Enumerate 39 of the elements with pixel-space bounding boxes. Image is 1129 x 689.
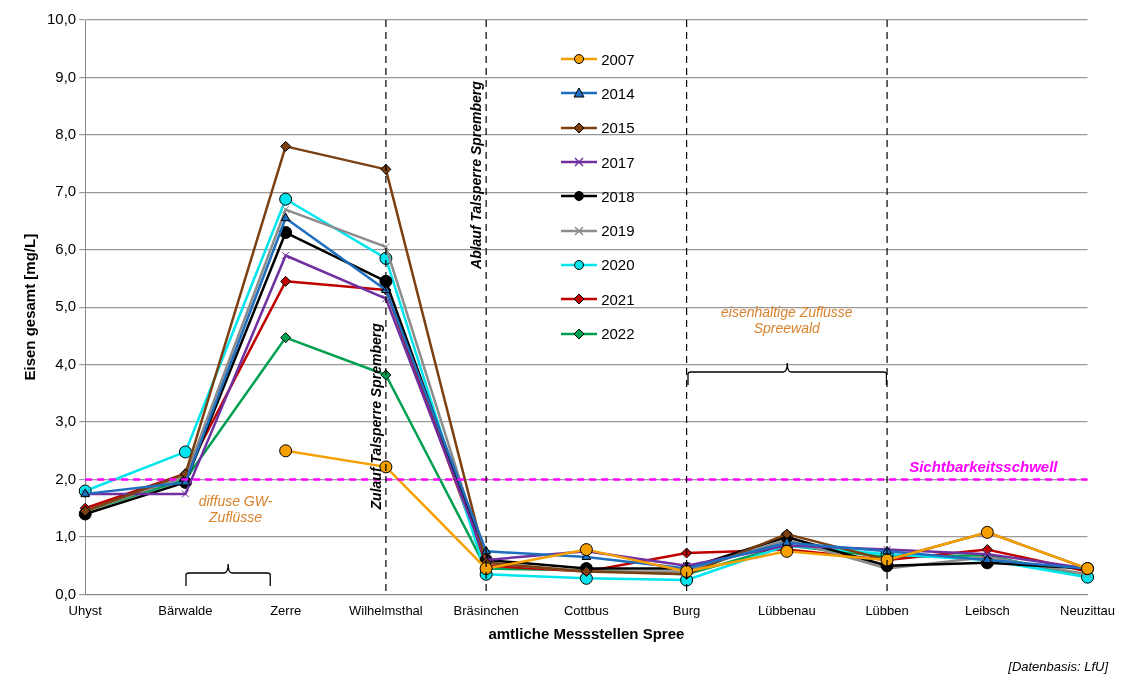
y-tick-label: 8,0 [55,125,77,143]
legend-label: 2019 [601,222,635,240]
legend-label: 2020 [601,256,635,274]
y-tick-label: 7,0 [55,182,77,200]
x-tick-label: Zerre [270,602,302,618]
y-tick-label: 2,0 [55,469,77,487]
x-tick-label: Leibsch [964,602,1010,618]
y-tick-label: 5,0 [55,297,77,315]
annotation: diffuse GW-Zuflüsse [197,493,274,526]
x-tick-label: Cottbus [563,602,610,618]
x-tick-label: Wilhelmsthal [349,602,423,618]
y-tick-label: 6,0 [55,239,77,257]
x-tick-label: Lübben [865,602,909,618]
x-tick-label: Neuzittau [1060,602,1115,618]
legend-label: 2018 [601,187,635,205]
legend-label: 2014 [601,84,635,102]
x-tick-label: Lübbenau [757,602,816,618]
x-tick-label: Bräsinchen [453,602,519,618]
ref-line-label: Zulauf Talsperre Spremberg [367,322,384,511]
ref-line-label: Ablauf Talsperre Spremberg [467,80,484,270]
ref-line-label: Sichtbarkeitsschwell [909,458,1059,476]
legend-label: 2021 [601,290,635,308]
y-tick-label: 1,0 [55,527,77,545]
legend-label: 2007 [601,50,635,68]
legend-label: 2015 [601,119,635,137]
x-tick-label: Uhyst [68,602,103,618]
y-axis-title: Eisen gesamt [mg/L] [21,233,39,381]
x-tick-label: Burg [672,602,701,618]
y-tick-label: 10,0 [46,10,77,28]
y-tick-label: 3,0 [55,412,77,430]
y-tick-label: 9,0 [55,67,77,85]
x-tick-label: Bärwalde [158,602,213,618]
legend-label: 2017 [601,153,635,171]
x-axis-title: amtliche Messstellen Spree [488,625,685,643]
annotation: eisenhaltige Zuflüsse Spreewald [720,304,854,337]
text: [Datenbasis: LfU] [1008,659,1108,674]
legend-label: 2022 [601,325,635,343]
y-tick-label: 4,0 [55,354,77,372]
y-tick-label: 0,0 [55,584,77,602]
